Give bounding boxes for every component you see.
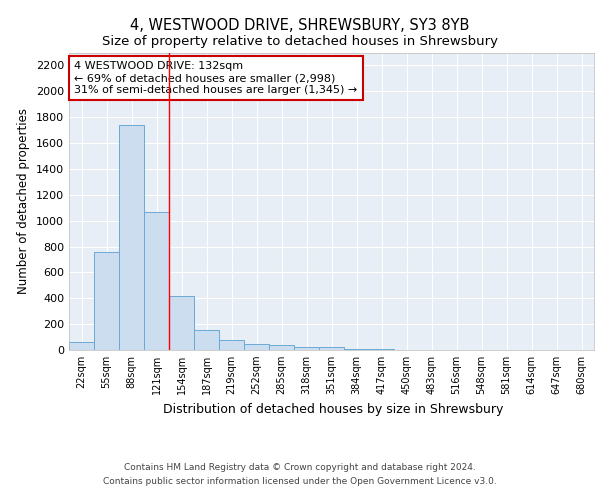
Y-axis label: Number of detached properties: Number of detached properties: [17, 108, 31, 294]
Text: Size of property relative to detached houses in Shrewsbury: Size of property relative to detached ho…: [102, 35, 498, 48]
Text: 4 WESTWOOD DRIVE: 132sqm
← 69% of detached houses are smaller (2,998)
31% of sem: 4 WESTWOOD DRIVE: 132sqm ← 69% of detach…: [74, 62, 358, 94]
Bar: [344, 349, 369, 350]
Text: 4, WESTWOOD DRIVE, SHREWSBURY, SY3 8YB: 4, WESTWOOD DRIVE, SHREWSBURY, SY3 8YB: [130, 18, 470, 32]
Text: Contains HM Land Registry data © Crown copyright and database right 2024.: Contains HM Land Registry data © Crown c…: [124, 462, 476, 471]
Bar: [219, 340, 244, 350]
Bar: [269, 346, 294, 350]
Bar: [294, 347, 319, 350]
Bar: [94, 252, 119, 350]
Bar: [144, 212, 169, 350]
Bar: [169, 296, 194, 350]
Bar: [69, 342, 94, 350]
Text: Contains public sector information licensed under the Open Government Licence v3: Contains public sector information licen…: [103, 478, 497, 486]
Bar: [319, 348, 344, 350]
Text: Distribution of detached houses by size in Shrewsbury: Distribution of detached houses by size …: [163, 402, 503, 415]
Bar: [244, 344, 269, 350]
Bar: [119, 125, 144, 350]
Bar: [194, 330, 219, 350]
